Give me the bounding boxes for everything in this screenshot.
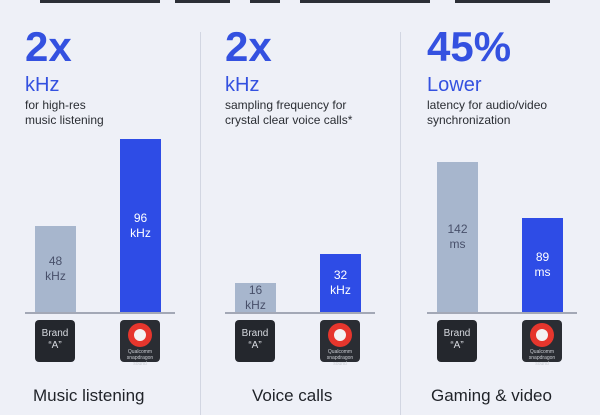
headline-unit: Lower (427, 74, 482, 96)
panel-divider (400, 32, 401, 415)
value-text: 16 (248, 282, 263, 297)
chart-description: for high-res music listening (25, 98, 195, 128)
logo-wordmark-line: sound (133, 361, 147, 367)
bar-value-label: 16 kHz (235, 283, 276, 313)
chart-panel-music-listening: 2x kHz for high-res music listening 48 kHz 96 k… (25, 0, 200, 415)
headline-unit: kHz (225, 74, 260, 96)
logo-ring-center (334, 329, 346, 341)
headline-stat: 2x (25, 23, 72, 70)
logo-wordmark-line: snapdragon (126, 355, 154, 361)
description-line: latency for audio/video (427, 98, 548, 112)
top-title-fragment (300, 0, 430, 3)
logo-ring (530, 323, 554, 347)
chart-baseline (225, 312, 375, 314)
logo-wordmark: Qualcomm snapdragon sound (522, 349, 562, 367)
chart-baseline (25, 312, 175, 314)
bar-qualcomm (320, 254, 361, 312)
description-line: for high-res (25, 98, 86, 112)
logo-ring-center (134, 329, 146, 341)
logo-wordmark: Qualcomm snapdragon sound (120, 349, 160, 367)
badge-text: Brand (443, 328, 471, 339)
description-line: music listening (25, 113, 104, 127)
bar-value-label: 32 kHz (320, 268, 361, 298)
qualcomm-snapdragon-logo-icon: Qualcomm snapdragon sound (320, 320, 360, 367)
badge-text: Brand (241, 328, 269, 339)
brand-a-badge: Brand “A” (35, 320, 75, 362)
panel-divider (200, 32, 201, 415)
top-title-fragment (455, 0, 550, 3)
bar-value-label: 142 ms (437, 222, 478, 252)
badge-text: “A” (48, 340, 62, 351)
logo-wordmark-line: Qualcomm (127, 349, 153, 355)
chart-panel-voice-calls: 2x kHz sampling frequency for crystal clear… (225, 0, 400, 415)
chart-description: latency for audio/video synchronization (427, 98, 597, 128)
logo-wordmark: Qualcomm snapdragon sound (320, 349, 360, 367)
badge-text: “A” (248, 340, 262, 351)
top-title-fragment (175, 0, 230, 3)
headline-stat: 2x (225, 23, 272, 70)
qualcomm-snapdragon-logo-icon: Qualcomm snapdragon sound (522, 320, 562, 367)
value-text: ms (449, 236, 466, 251)
value-text: 142 (447, 221, 468, 236)
logo-wordmark-line: snapdragon (528, 355, 556, 361)
top-title-fragment (40, 0, 160, 3)
logo-ring (328, 323, 352, 347)
category-label: Voice calls (252, 386, 333, 405)
value-text: 89 (535, 249, 550, 264)
bar-brand-a (437, 161, 478, 312)
category-label: Gaming & video (431, 386, 552, 405)
logo-ring (128, 323, 152, 347)
value-text: kHz (245, 297, 266, 312)
logo-wordmark-line: sound (535, 361, 549, 367)
value-text: kHz (45, 268, 66, 283)
bar-value-label: 89 ms (522, 250, 563, 280)
bar-qualcomm (120, 139, 161, 312)
qualcomm-snapdragon-logo-icon: Qualcomm snapdragon sound (120, 320, 160, 367)
value-text: 96 (133, 210, 148, 225)
bar-value-label: 48 kHz (35, 254, 76, 284)
value-text: 48 (48, 253, 63, 268)
description-line: synchronization (427, 113, 511, 127)
headline-unit: kHz (25, 74, 60, 96)
value-text: kHz (130, 225, 151, 240)
brand-a-badge: Brand “A” (437, 320, 477, 362)
brand-a-badge: Brand “A” (235, 320, 275, 362)
value-text: ms (534, 264, 551, 279)
badge-text: “A” (450, 340, 464, 351)
top-title-fragment (250, 0, 280, 3)
top-title-strip (0, 0, 600, 10)
logo-wordmark-line: snapdragon (326, 355, 354, 361)
bar-value-label: 96 kHz (120, 211, 161, 241)
bar-brand-a (35, 225, 76, 312)
chart-description: sampling frequency for crystal clear voic… (225, 98, 395, 128)
chart-panel-gaming-video: 45% Lower latency for audio/video synchroni… (427, 0, 600, 415)
value-text: 32 (333, 268, 348, 283)
badge-text: Brand (41, 328, 69, 339)
value-text: kHz (330, 283, 351, 298)
headline-stat: 45% (427, 23, 512, 70)
bar-qualcomm (522, 217, 563, 312)
logo-wordmark-line: Qualcomm (327, 349, 353, 355)
bar-brand-a (235, 283, 276, 312)
logo-ring-center (536, 329, 548, 341)
chart-baseline (427, 312, 577, 314)
category-label: Music listening (33, 386, 145, 405)
logo-wordmark-line: Qualcomm (529, 349, 555, 355)
logo-wordmark-line: sound (333, 361, 347, 367)
description-line: crystal clear voice calls* (225, 113, 353, 127)
description-line: sampling frequency for (225, 98, 347, 112)
